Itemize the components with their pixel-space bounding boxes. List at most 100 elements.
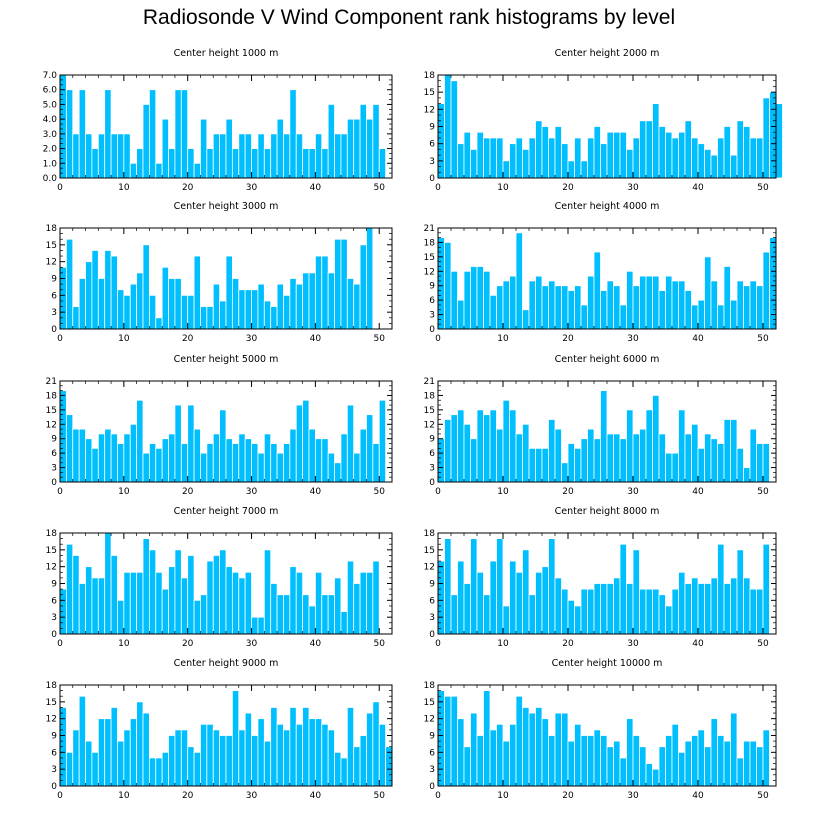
histogram-bar — [97, 577, 106, 635]
histogram-bar — [59, 74, 67, 179]
x-tick-label: 10 — [118, 334, 130, 344]
histogram-bar — [528, 594, 536, 635]
histogram-bar — [359, 104, 367, 179]
histogram-bar — [123, 433, 131, 483]
histogram-bar — [671, 137, 679, 179]
histogram-bar — [483, 594, 491, 635]
histogram-bar — [678, 571, 686, 635]
histogram-bar — [450, 270, 458, 330]
histogram-bar — [723, 583, 731, 635]
histogram-bar — [193, 162, 201, 179]
x-tick-label: 20 — [182, 639, 194, 649]
histogram-bar — [174, 549, 182, 635]
histogram-bar — [180, 443, 189, 483]
x-tick-label: 20 — [562, 334, 574, 344]
histogram-bar — [736, 280, 744, 330]
histogram-bar — [212, 283, 221, 330]
histogram-bar — [535, 275, 543, 330]
histogram-bar — [561, 143, 569, 179]
y-tick-label: 18 — [46, 224, 58, 234]
histogram-bar — [587, 588, 595, 635]
histogram-bar — [283, 443, 291, 483]
histogram-bar — [710, 718, 718, 787]
x-tick-label: 30 — [627, 183, 639, 193]
histogram-bar — [340, 238, 348, 330]
histogram-bar — [366, 414, 374, 483]
y-tick-label: 15 — [424, 88, 435, 98]
histogram-bar — [483, 690, 491, 787]
histogram-bar — [142, 104, 150, 179]
histogram-bar — [769, 237, 777, 330]
histogram-bar — [626, 583, 634, 635]
histogram-bar — [372, 104, 380, 179]
histogram-bar — [91, 577, 99, 635]
histogram-bar — [187, 555, 195, 635]
y-tick-label: 21 — [46, 377, 57, 387]
histogram-bar — [283, 294, 291, 330]
histogram-bar — [730, 154, 738, 179]
histogram-bar — [334, 133, 342, 179]
histogram-bar — [263, 549, 272, 635]
x-tick-label: 30 — [246, 334, 258, 344]
histogram-bar — [187, 294, 195, 330]
x-tick-label: 10 — [497, 183, 509, 193]
histogram-bar — [463, 423, 471, 483]
x-tick-label: 20 — [182, 334, 194, 344]
y-tick-label: 3 — [51, 464, 57, 474]
y-tick-label: 21 — [424, 377, 435, 387]
histogram-bar — [187, 404, 195, 483]
histogram-bar — [65, 751, 74, 787]
y-tick-label: 9 — [51, 435, 57, 445]
x-tick-label: 40 — [692, 183, 704, 193]
histogram-bar — [463, 583, 471, 635]
histogram-bar — [117, 740, 125, 787]
histogram-bar — [327, 594, 335, 635]
y-tick-label: 7.0 — [43, 71, 58, 81]
histogram-bar — [762, 543, 770, 635]
histogram-bar — [289, 707, 297, 787]
histogram-bar — [496, 538, 504, 635]
histogram-bar — [691, 137, 699, 179]
histogram-bar — [730, 419, 738, 483]
histogram-bar — [496, 137, 504, 179]
histogram-bar — [684, 740, 692, 787]
histogram-bar — [762, 729, 770, 787]
histogram-bar — [72, 428, 80, 483]
histogram-bar — [104, 428, 112, 483]
histogram-bar — [593, 729, 601, 787]
histogram-bar — [314, 571, 323, 635]
x-tick-label: 20 — [182, 183, 194, 193]
histogram-bar — [257, 718, 265, 787]
y-tick-label: 6 — [429, 596, 435, 606]
y-tick-label: 15 — [46, 698, 57, 708]
histogram-bar — [476, 131, 484, 179]
histogram-bar — [470, 538, 478, 635]
x-tick-label: 50 — [374, 791, 386, 801]
histogram-bar — [593, 251, 601, 330]
x-tick-label: 50 — [757, 183, 769, 193]
histogram-bar — [129, 162, 138, 179]
y-tick-label: 2.0 — [43, 145, 58, 155]
histogram-bar — [606, 433, 614, 483]
x-tick-label: 20 — [562, 791, 574, 801]
histogram-bar — [231, 571, 240, 635]
x-tick-label: 40 — [692, 334, 704, 344]
histogram-bar — [502, 280, 510, 330]
histogram-bar — [639, 275, 647, 330]
histogram-bar — [187, 746, 195, 787]
y-tick-label: 6 — [51, 596, 57, 606]
histogram-bar — [251, 616, 259, 635]
histogram-bar — [548, 419, 556, 483]
histogram-bar — [463, 270, 471, 330]
histogram-bar — [353, 118, 361, 179]
histogram-bar — [548, 538, 556, 635]
histogram-bar — [244, 133, 252, 179]
histogram-bar — [97, 718, 106, 787]
x-tick-label: 0 — [57, 639, 63, 649]
histogram-bar — [437, 690, 445, 787]
histogram-bar — [117, 599, 125, 635]
histogram-bar — [206, 306, 214, 330]
histogram-bar — [225, 438, 233, 483]
histogram-bar — [502, 740, 510, 787]
y-tick-label: 0 — [429, 782, 435, 792]
